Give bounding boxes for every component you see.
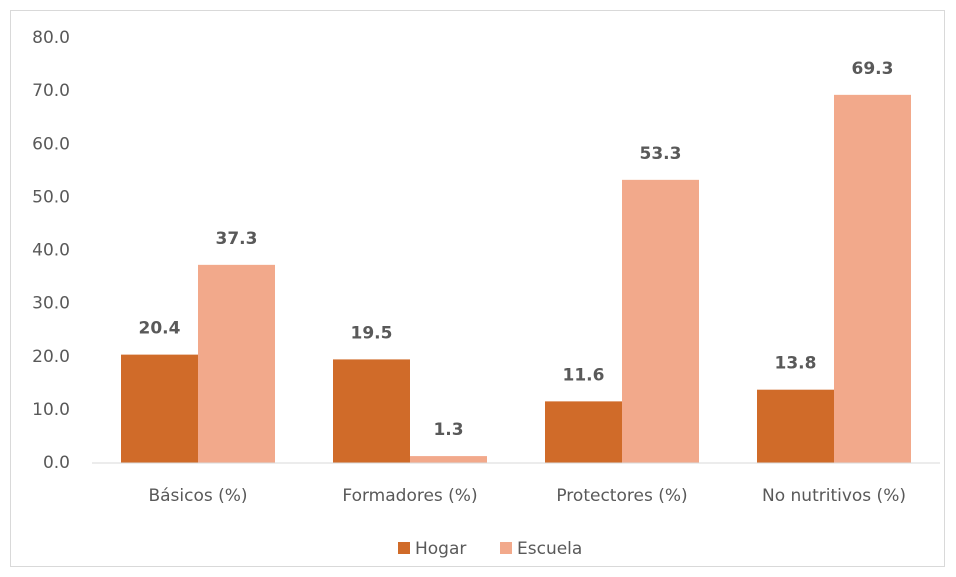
y-tick-label: 80.0 bbox=[32, 28, 70, 48]
bar bbox=[757, 389, 834, 463]
bar bbox=[121, 354, 198, 463]
bar bbox=[622, 179, 699, 463]
y-tick-label: 60.0 bbox=[32, 134, 70, 154]
bar bbox=[198, 264, 275, 463]
y-tick-label: 20.0 bbox=[32, 347, 70, 367]
value-label: 1.3 bbox=[433, 420, 463, 440]
bar bbox=[545, 401, 622, 463]
value-label: 53.3 bbox=[640, 144, 682, 164]
bar bbox=[333, 359, 410, 463]
value-label: 11.6 bbox=[563, 365, 605, 385]
value-label: 13.8 bbox=[775, 354, 817, 374]
legend-swatch bbox=[500, 542, 512, 554]
bar bbox=[834, 94, 911, 463]
value-label: 19.5 bbox=[351, 323, 393, 343]
legend-label: Hogar bbox=[415, 539, 466, 559]
y-tick-label: 40.0 bbox=[32, 241, 70, 261]
y-tick-label: 10.0 bbox=[32, 400, 70, 420]
x-tick-label: No nutritivos (%) bbox=[762, 486, 906, 506]
x-tick-label: Básicos (%) bbox=[148, 486, 247, 506]
x-tick-label: Protectores (%) bbox=[556, 486, 687, 506]
y-tick-label: 70.0 bbox=[32, 81, 70, 101]
x-tick-label: Formadores (%) bbox=[342, 486, 477, 506]
y-tick-label: 0.0 bbox=[43, 453, 70, 473]
value-label: 69.3 bbox=[852, 59, 894, 79]
bar bbox=[410, 456, 487, 463]
legend-swatch bbox=[398, 542, 410, 554]
chart-border bbox=[10, 10, 945, 567]
y-tick-label: 30.0 bbox=[32, 294, 70, 314]
legend-label: Escuela bbox=[517, 539, 582, 559]
y-tick-label: 50.0 bbox=[32, 187, 70, 207]
value-label: 37.3 bbox=[216, 229, 258, 249]
value-label: 20.4 bbox=[139, 319, 181, 339]
